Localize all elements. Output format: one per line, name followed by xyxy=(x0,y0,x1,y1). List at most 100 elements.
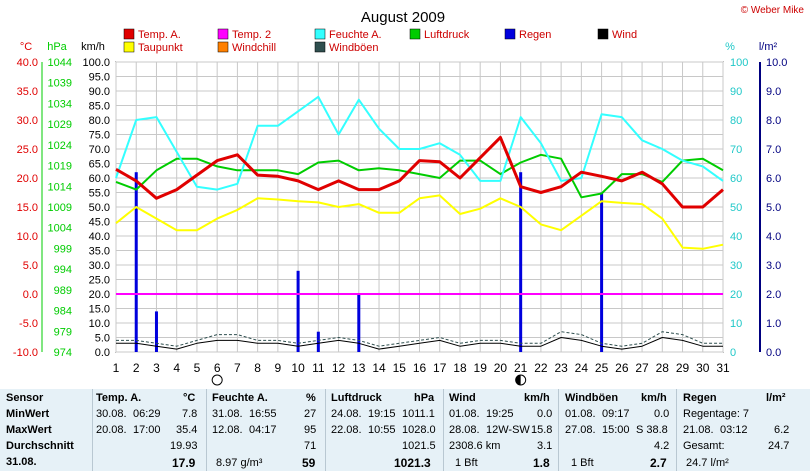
x-tick-label: 22 xyxy=(534,361,548,375)
x-tick-label: 8 xyxy=(254,361,261,375)
tick-label-wind: 25.0 xyxy=(89,275,110,287)
tick-label-press: 1009 xyxy=(48,202,72,214)
rain-bar xyxy=(357,294,361,352)
tick-label-rain: 6.0 xyxy=(766,173,781,185)
x-tick-label: 12 xyxy=(332,361,346,375)
x-tick-label: 19 xyxy=(474,361,488,375)
axis-units: °C hPa km/h% l/m² xyxy=(20,41,778,53)
tick-label-temp: 10.0 xyxy=(17,231,38,243)
gust-max-time: 15:00 xyxy=(602,424,630,436)
hum-absolute: 8.97 g/m³ xyxy=(216,457,263,469)
legend-swatch xyxy=(504,28,516,40)
tick-label-temp: -5.0 xyxy=(19,318,38,330)
header-rain-unit: l/m² xyxy=(766,392,786,404)
tick-label-press: 1034 xyxy=(48,98,72,110)
hum-max-time: 04:17 xyxy=(249,424,277,436)
tick-label-wind: 90.0 xyxy=(89,86,110,98)
axis-unit-hum: % xyxy=(725,41,735,53)
x-tick-label: 2 xyxy=(133,361,140,375)
x-tick-label: 17 xyxy=(433,361,447,375)
header-gust-unit: km/h xyxy=(641,392,667,404)
gust-current: 2.7 xyxy=(650,456,667,470)
x-tick-label: 15 xyxy=(393,361,407,375)
tick-label-temp: 0.0 xyxy=(23,289,38,301)
new-moon-shade xyxy=(515,375,521,385)
tick-label-wind: 75.0 xyxy=(89,130,110,142)
legend-swatch xyxy=(217,41,229,53)
tick-label-wind: 55.0 xyxy=(89,188,110,200)
rain-bar xyxy=(154,311,158,352)
tick-label-hum: 70 xyxy=(730,144,742,156)
axis-unit-wind: km/h xyxy=(81,41,105,53)
legend-label: Taupunkt xyxy=(138,42,183,54)
legend-swatch xyxy=(314,28,326,40)
x-tick-label: 31 xyxy=(716,361,730,375)
hum-min-time: 16:55 xyxy=(249,408,277,420)
header-temp: Temp. A. xyxy=(96,392,142,404)
legend-swatch xyxy=(409,28,421,40)
temp-max-time: 17:00 xyxy=(133,424,161,436)
rain-total-label: Gesamt: xyxy=(683,440,725,452)
rain-bar xyxy=(316,331,320,352)
hum-min: 27 xyxy=(304,408,317,420)
wind-avg: 3.1 xyxy=(537,440,553,452)
tick-label-hum: 0 xyxy=(730,347,736,359)
legend-label: Wind xyxy=(612,29,637,41)
tick-label-temp: 40.0 xyxy=(17,57,38,69)
tick-label-rain: 5.0 xyxy=(766,202,781,214)
rain-bars xyxy=(134,172,604,352)
tick-label-press: 984 xyxy=(54,306,72,318)
tick-label-rain: 2.0 xyxy=(766,289,781,301)
tick-label-rain: 9.0 xyxy=(766,86,781,98)
tick-label-wind: 100.0 xyxy=(82,57,110,69)
rain-bar xyxy=(296,270,300,352)
chart-legend: Temp. A. Temp. 2 Feuchte A. Luftdruck Regen W… xyxy=(123,28,637,54)
header-press-unit: hPa xyxy=(414,392,435,404)
hum-max: 95 xyxy=(304,424,317,436)
tick-label-hum: 80 xyxy=(730,115,742,127)
tick-label-rain: 0.0 xyxy=(766,347,781,359)
tick-label-wind: 85.0 xyxy=(89,101,110,113)
tick-label-wind: 60.0 xyxy=(89,173,110,185)
x-tick-label: 14 xyxy=(372,361,386,375)
tick-label-wind: 80.0 xyxy=(89,115,110,127)
press-max-date: 22.08. xyxy=(331,424,362,436)
gust-bft: 1 Bft xyxy=(571,457,594,469)
rain-max-time: 03:12 xyxy=(720,424,748,436)
tick-label-press: 1004 xyxy=(48,223,72,235)
x-tick-label: 9 xyxy=(275,361,282,375)
x-tick-label: 3 xyxy=(153,361,160,375)
tick-label-press: 974 xyxy=(54,347,72,359)
x-tick-label: 6 xyxy=(214,361,221,375)
tick-label-hum: 20 xyxy=(730,289,742,301)
tick-label-temp: 20.0 xyxy=(17,173,38,185)
legend-swatch xyxy=(314,41,326,53)
temp-min: 7.8 xyxy=(182,408,198,420)
header-rain: Regen xyxy=(683,392,717,404)
temp-min-date: 30.08. xyxy=(96,408,127,420)
header-sensor: Sensor xyxy=(6,392,44,404)
legend-label: Regen xyxy=(519,29,551,41)
legend-label: Feuchte A. xyxy=(329,29,382,41)
x-tick-label: 30 xyxy=(696,361,710,375)
wind-max: 15.8 xyxy=(531,424,553,436)
series-lines xyxy=(115,95,724,350)
tick-label-wind: 65.0 xyxy=(89,159,110,171)
gust-max: S 38.8 xyxy=(636,424,668,436)
rain-max: 6.2 xyxy=(774,424,790,436)
legend-swatch xyxy=(597,28,609,40)
wind-min: 0.0 xyxy=(537,408,553,420)
tick-label-press: 1029 xyxy=(48,119,72,131)
temp-max: 35.4 xyxy=(176,424,198,436)
series-line-luftdruck xyxy=(115,153,724,199)
press-avg: 1021.5 xyxy=(402,440,436,452)
tick-label-press: 1039 xyxy=(48,78,72,90)
tick-label-wind: 20.0 xyxy=(89,289,110,301)
credit-text: © Weber Mike xyxy=(741,5,805,16)
tick-label-temp: 15.0 xyxy=(17,202,38,214)
series-line-feuchte-a- xyxy=(115,95,724,191)
legend-label: Temp. 2 xyxy=(232,29,271,41)
tick-label-temp: -10.0 xyxy=(13,347,38,359)
legend-label: Luftdruck xyxy=(424,29,470,41)
x-tick-label: 23 xyxy=(554,361,568,375)
